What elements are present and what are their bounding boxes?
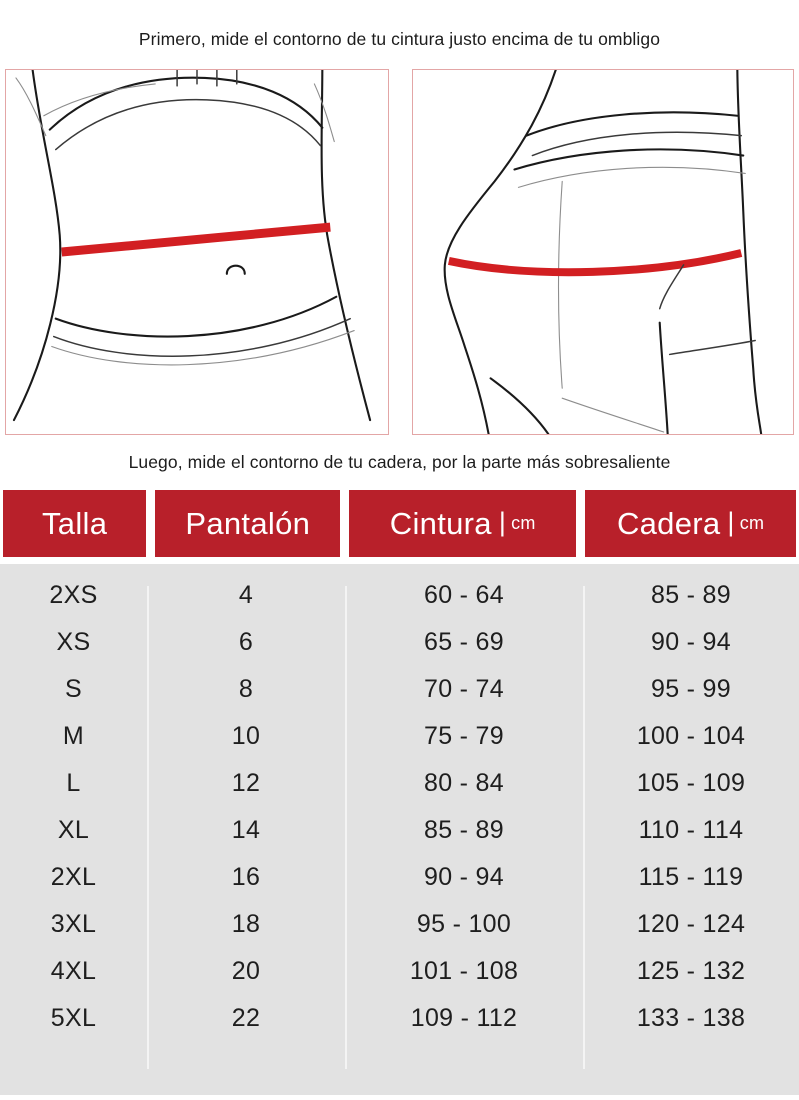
table-body: 2XS 4 60 - 64 85 - 89 XS 6 65 - 69 90 - 94 S 8 70 … <box>0 564 799 1095</box>
cell-cadera: 133 - 138 <box>636 1004 746 1032</box>
column-header-pantalon: Pantalón <box>155 490 341 557</box>
table-row: XL 14 85 - 89 110 - 114 <box>0 807 799 854</box>
cell-cintura: 75 - 79 <box>424 722 504 750</box>
column-header-cintura-label: Cintura <box>389 505 492 541</box>
table-rows: 2XS 4 60 - 64 85 - 89 XS 6 65 - 69 90 - 94 S 8 70 … <box>0 564 799 1042</box>
cell-cadera: 125 - 132 <box>636 957 746 985</box>
cell-cintura: 70 - 74 <box>424 675 504 703</box>
cell-pantalon: 6 <box>238 628 254 656</box>
cell-pantalon: 10 <box>231 722 261 750</box>
waist-measure-illustration <box>5 69 389 435</box>
column-header-talla: Talla <box>3 490 147 557</box>
cell-cadera: 110 - 114 <box>638 816 744 844</box>
cell-cadera: 85 - 89 <box>651 581 731 609</box>
cell-pantalon: 20 <box>231 957 261 985</box>
cadera-unit-separator: | <box>727 507 735 537</box>
cell-cintura: 65 - 69 <box>424 628 504 656</box>
cell-cadera: 90 - 94 <box>651 628 731 656</box>
hip-figure-drawing <box>443 70 763 434</box>
hip-measure-illustration <box>412 69 794 435</box>
cell-cintura: 90 - 94 <box>424 863 504 891</box>
cell-pantalon: 8 <box>238 675 254 703</box>
size-chart-table: Talla Pantalón Cintura | cm Cadera | cm … <box>0 490 799 1095</box>
waist-figure-drawing <box>12 70 372 422</box>
cell-cintura: 95 - 100 <box>416 910 512 938</box>
table-row: M 10 75 - 79 100 - 104 <box>0 713 799 760</box>
table-row: L 12 80 - 84 105 - 109 <box>0 760 799 807</box>
cell-pantalon: 14 <box>231 816 261 844</box>
cell-talla: 4XL <box>50 957 97 985</box>
column-separator-1 <box>147 586 149 1069</box>
cell-talla: XS <box>56 628 91 656</box>
column-header-cadera-label: Cadera <box>616 505 721 541</box>
column-separator-3 <box>583 586 585 1069</box>
cell-talla: 5XL <box>50 1004 97 1032</box>
cell-cintura: 109 - 112 <box>410 1004 518 1032</box>
cell-talla: XL <box>57 816 90 844</box>
cell-pantalon: 4 <box>238 581 254 609</box>
table-row: 4XL 20 101 - 108 125 - 132 <box>0 948 799 995</box>
cell-pantalon: 12 <box>231 769 261 797</box>
cell-cintura: 60 - 64 <box>424 581 504 609</box>
column-header-cadera: Cadera | cm <box>585 490 796 557</box>
cell-talla: S <box>65 675 82 703</box>
cell-pantalon: 18 <box>231 910 261 938</box>
cell-talla: L <box>66 769 81 797</box>
table-header-row: Talla Pantalón Cintura | cm Cadera | cm <box>0 490 799 557</box>
cell-cintura: 85 - 89 <box>424 816 504 844</box>
table-row: 2XL 16 90 - 94 115 - 119 <box>0 854 799 901</box>
column-header-talla-label: Talla <box>41 505 108 541</box>
column-header-cintura: Cintura | cm <box>349 490 577 557</box>
cell-pantalon: 22 <box>231 1004 261 1032</box>
cell-cadera: 105 - 109 <box>636 769 746 797</box>
cintura-unit-separator: | <box>498 507 507 537</box>
column-separator-2 <box>345 586 347 1069</box>
cell-pantalon: 16 <box>231 863 261 891</box>
cell-talla: 2XS <box>49 581 98 609</box>
hip-instruction-text: Luego, mide el contorno de tu cadera, po… <box>128 452 671 472</box>
table-row: S 8 70 - 74 95 - 99 <box>0 666 799 713</box>
cell-talla: 2XL <box>50 863 97 891</box>
waist-instruction-text: Primero, mide el contorno de tu cintura … <box>138 29 661 49</box>
cell-cadera: 95 - 99 <box>651 675 731 703</box>
cintura-unit-label: cm <box>511 513 536 533</box>
cell-cadera: 115 - 119 <box>638 863 744 891</box>
table-row: XS 6 65 - 69 90 - 94 <box>0 619 799 666</box>
cell-talla: M <box>62 722 85 750</box>
table-row: 3XL 18 95 - 100 120 - 124 <box>0 901 799 948</box>
cell-cadera: 100 - 104 <box>636 722 746 750</box>
table-row: 2XS 4 60 - 64 85 - 89 <box>0 572 799 619</box>
cell-cadera: 120 - 124 <box>636 910 746 938</box>
table-row: 5XL 22 109 - 112 133 - 138 <box>0 995 799 1042</box>
column-header-pantalon-label: Pantalón <box>185 505 311 541</box>
cell-talla: 3XL <box>50 910 97 938</box>
cadera-unit-label: cm <box>739 513 765 533</box>
cell-cintura: 101 - 108 <box>409 957 519 985</box>
cell-cintura: 80 - 84 <box>424 769 504 797</box>
